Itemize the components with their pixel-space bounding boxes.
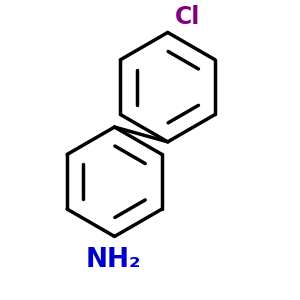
- Text: NH₂: NH₂: [85, 247, 141, 273]
- Text: Cl: Cl: [175, 5, 200, 29]
